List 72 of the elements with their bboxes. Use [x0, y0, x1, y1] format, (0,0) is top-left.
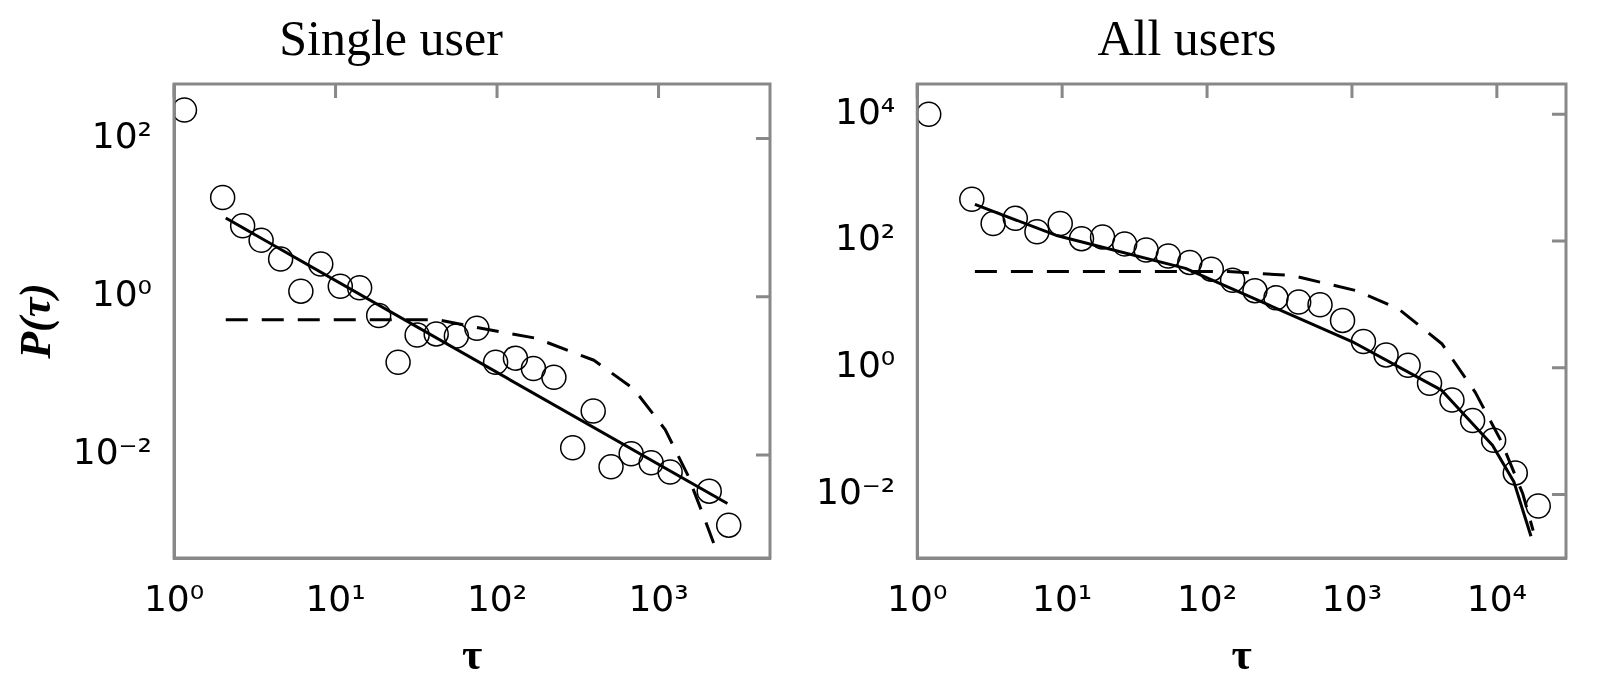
point	[541, 364, 567, 391]
point	[1111, 231, 1138, 257]
point	[1047, 210, 1073, 237]
point	[598, 454, 624, 480]
point	[1089, 224, 1116, 250]
point	[657, 459, 683, 485]
x-axis-title: τ	[461, 629, 483, 679]
point	[580, 398, 606, 424]
point	[559, 434, 586, 461]
x-tick-label: 10³	[628, 577, 689, 619]
x-tick-label: 10⁴	[1466, 577, 1527, 619]
point	[385, 349, 411, 375]
point	[288, 278, 314, 304]
point	[1177, 249, 1203, 276]
x-axis-title: τ	[1231, 629, 1252, 679]
point	[267, 246, 294, 272]
point	[1459, 407, 1486, 434]
point	[443, 323, 470, 349]
y-tick-label: 10²	[91, 114, 153, 156]
point	[959, 186, 985, 212]
point	[1373, 342, 1399, 368]
point	[1480, 427, 1507, 454]
point	[1263, 285, 1289, 311]
y-tick-label: 10⁴	[834, 90, 896, 132]
point	[1002, 205, 1029, 231]
y-tick-label: 10⁻²	[72, 431, 153, 473]
point	[248, 227, 274, 253]
point	[1439, 387, 1465, 413]
point	[1502, 460, 1529, 486]
point	[618, 440, 644, 467]
point	[327, 273, 354, 300]
point	[1155, 243, 1182, 269]
point	[404, 322, 430, 348]
x-tick-label: 10⁰	[887, 577, 948, 619]
point	[502, 345, 529, 371]
y-tick-label: 10⁰	[91, 273, 153, 315]
x-tick-label: 10²	[466, 577, 528, 619]
x-tick-label: 10⁰	[143, 577, 205, 619]
point	[638, 449, 664, 476]
point	[308, 251, 334, 277]
chart-title: All users	[1097, 10, 1277, 67]
point	[1133, 237, 1159, 263]
point	[1198, 256, 1225, 282]
point	[346, 275, 373, 301]
y-tick-label: 10²	[834, 217, 896, 259]
point	[1350, 328, 1377, 355]
point	[482, 349, 509, 375]
point	[1285, 289, 1312, 315]
point	[1219, 267, 1246, 294]
point	[464, 315, 490, 342]
point	[1307, 291, 1333, 318]
point	[1068, 225, 1095, 252]
point	[229, 213, 256, 239]
point	[1024, 219, 1050, 245]
point	[980, 210, 1006, 237]
x-tick-label: 10¹	[1032, 577, 1093, 619]
point	[1395, 352, 1421, 378]
point	[1242, 277, 1268, 304]
x-tick-label: 10²	[1176, 577, 1238, 619]
point	[365, 302, 392, 329]
y-tick-label: 10⁰	[834, 344, 896, 386]
point	[1416, 370, 1443, 397]
point	[1525, 493, 1551, 519]
point	[209, 184, 236, 211]
x-tick-label: 10¹	[305, 577, 366, 619]
y-tick-label: 10⁻²	[815, 470, 896, 512]
point	[520, 355, 547, 382]
chart-title: Single user	[279, 10, 504, 67]
point	[423, 321, 449, 347]
x-tick-label: 10³	[1321, 577, 1383, 619]
y-axis-title: P(τ)	[10, 283, 60, 360]
point	[1329, 307, 1356, 334]
